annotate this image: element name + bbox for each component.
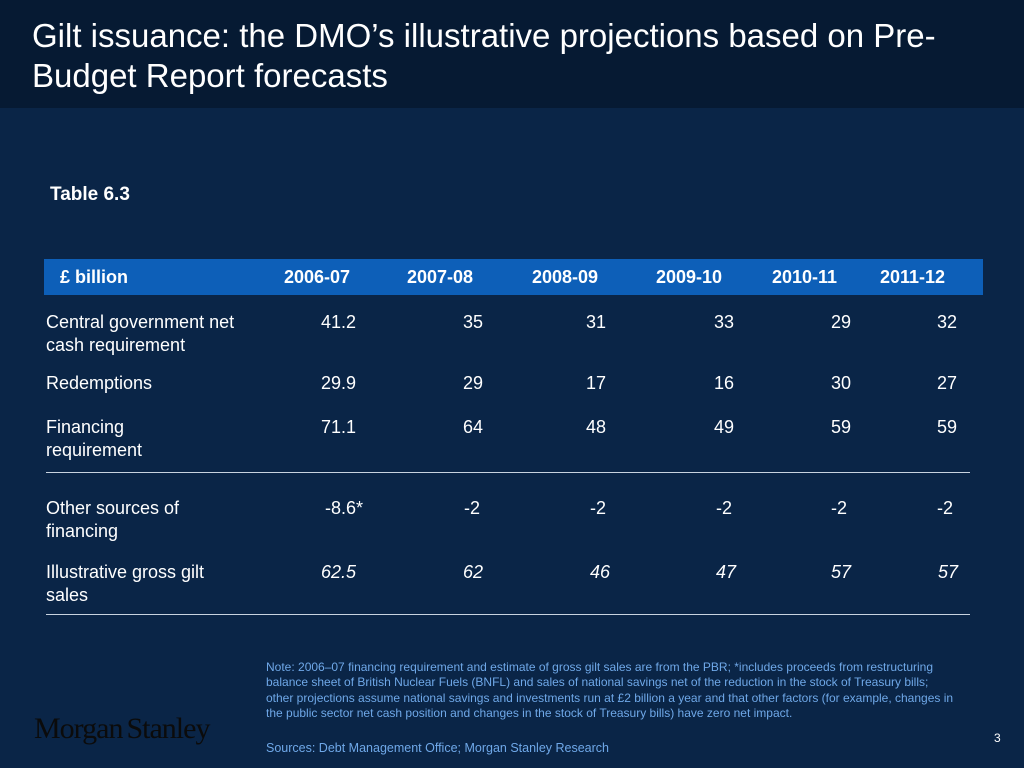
source-line: Sources: Debt Management Office; Morgan … xyxy=(266,741,609,755)
col-header-2010-11: 2010-11 xyxy=(772,267,838,287)
table-cell: 62 xyxy=(462,562,483,582)
page-title: Gilt issuance: the DMO’s illustrative pr… xyxy=(32,17,936,94)
table-cell: 17 xyxy=(585,373,606,393)
table-cell: 35 xyxy=(462,312,483,332)
table-cell: 29 xyxy=(830,312,851,332)
table-cell: 71.1 xyxy=(320,417,356,437)
table-cell: 46 xyxy=(589,562,610,582)
col-header-2008-09: 2008-09 xyxy=(532,267,599,287)
table-cell: 49 xyxy=(713,417,734,437)
table-cell: 41.2 xyxy=(320,312,356,332)
table-header-band xyxy=(44,259,983,295)
row-label-redemptions: Redemptions xyxy=(46,373,153,393)
footnote: Note: 2006–07 financing requirement and … xyxy=(266,660,954,721)
row-label-financing-requirement: Financing requirement xyxy=(46,417,143,460)
table-cell: 29.9 xyxy=(320,373,356,393)
table-cell: -2 xyxy=(830,498,847,518)
table-cell: 64 xyxy=(462,417,483,437)
table-cell: 62.5 xyxy=(320,562,356,582)
col-header-2009-10: 2009-10 xyxy=(656,267,723,287)
table-cell: 57 xyxy=(937,562,958,582)
row-label-central-government: Central government net cash requirement xyxy=(46,312,235,355)
divider xyxy=(46,472,970,473)
morgan-stanley-logo: Morgan Stanley xyxy=(34,712,210,745)
table-cell: -2 xyxy=(715,498,732,518)
row-label-illustrative-gross-gilt-sales: Illustrative gross gilt sales xyxy=(46,562,205,605)
divider xyxy=(46,614,970,615)
table-cell: 30 xyxy=(830,373,851,393)
col-header-2007-08: 2007-08 xyxy=(407,267,474,287)
table-cell: 59 xyxy=(936,417,957,437)
table-label: Table 6.3 xyxy=(50,184,130,205)
table-cell: 33 xyxy=(713,312,734,332)
page-number: 3 xyxy=(994,731,1001,745)
table-cell: 31 xyxy=(585,312,606,332)
table-cell: -2 xyxy=(463,498,480,518)
table-cell: 48 xyxy=(585,417,606,437)
table-cell: -2 xyxy=(936,498,953,518)
table-cell: 32 xyxy=(936,312,957,332)
table-cell: 16 xyxy=(713,373,734,393)
title-bar: Gilt issuance: the DMO’s illustrative pr… xyxy=(0,0,1024,108)
row-label-other-sources: Other sources of financing xyxy=(46,498,180,541)
col-header-2011-12: 2011-12 xyxy=(880,267,946,287)
table-cell: 27 xyxy=(936,373,957,393)
table-cell: -8.6* xyxy=(324,498,363,518)
table-cell: 47 xyxy=(715,562,736,582)
table-cell: 57 xyxy=(830,562,851,582)
col-header-2006-07: 2006-07 xyxy=(284,267,351,287)
table-cell: 29 xyxy=(462,373,483,393)
table-cell: -2 xyxy=(589,498,606,518)
unit-header: £ billion xyxy=(60,267,129,287)
table-cell: 59 xyxy=(830,417,851,437)
